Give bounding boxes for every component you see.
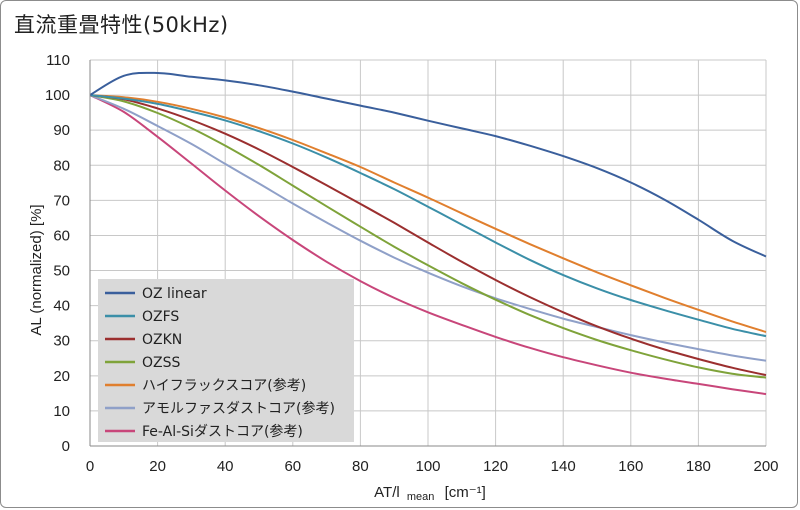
x-axis-label: AT/l mean [cm⁻¹]: [374, 484, 486, 504]
legend-label: OZFS: [142, 309, 179, 325]
legend-label: ハイフラックスコア(参考): [142, 377, 306, 394]
x-axis-label-unit: [cm⁻¹]: [445, 484, 486, 501]
x-tick-label: 100: [415, 458, 440, 475]
y-tick-label: 80: [53, 157, 70, 174]
legend-label: OZKN: [142, 332, 182, 348]
legend-box: [98, 279, 354, 442]
axes: [89, 60, 766, 447]
x-axis-label-sub: mean: [407, 491, 435, 503]
y-tick-label: 20: [53, 368, 70, 385]
y-tick-label: 40: [53, 298, 70, 315]
y-tick-label: 110: [46, 52, 70, 69]
x-tick-label: 200: [753, 458, 778, 475]
y-tick-label: 70: [53, 192, 70, 209]
chart-title: 直流重畳特性(50kHz): [14, 13, 229, 37]
y-tick-label: 10: [53, 403, 70, 420]
legend: OZ linear OZFS OZKN OZSS ハイフラックスコア(参考) アモルファス…: [98, 279, 354, 442]
y-axis-label: AL (normalized) [%]: [28, 204, 45, 335]
x-tick-label: 40: [217, 458, 234, 475]
x-tick-label: 20: [149, 458, 166, 475]
series-lines: [89, 71, 767, 396]
y-tick-label: 0: [62, 438, 70, 455]
y-tick-label: 30: [53, 333, 70, 350]
series-line: [89, 94, 767, 396]
y-tick-label: 60: [53, 227, 70, 244]
tick-labels: 0 10 20 30 40 50 60 70 80 90 100 110 0 20 40 60 80 100 120…: [45, 52, 779, 475]
legend-label: アモルファスダストコア(参考): [142, 400, 335, 417]
x-tick-label: 0: [86, 458, 94, 475]
series-line: [89, 71, 767, 258]
x-axis-label-main: AT/l: [374, 484, 400, 501]
x-tick-label: 140: [551, 458, 576, 475]
series-line: [89, 94, 767, 377]
x-tick-label: 80: [352, 458, 369, 475]
legend-label: OZSS: [142, 355, 180, 371]
x-tick-label: 160: [618, 458, 643, 475]
legend-label: OZ linear: [142, 286, 207, 302]
y-tick-label: 100: [45, 87, 70, 104]
x-tick-label: 180: [686, 458, 711, 475]
y-tick-label: 50: [53, 263, 70, 280]
series-line: [89, 94, 767, 333]
series-line: [89, 94, 767, 338]
y-tick-label: 90: [53, 122, 70, 139]
legend-label: Fe-Al-Siダストコア(参考): [142, 423, 303, 440]
x-tick-label: 60: [284, 458, 301, 475]
series-line: [89, 94, 767, 379]
x-tick-label: 120: [483, 458, 508, 475]
series-line: [89, 94, 767, 362]
